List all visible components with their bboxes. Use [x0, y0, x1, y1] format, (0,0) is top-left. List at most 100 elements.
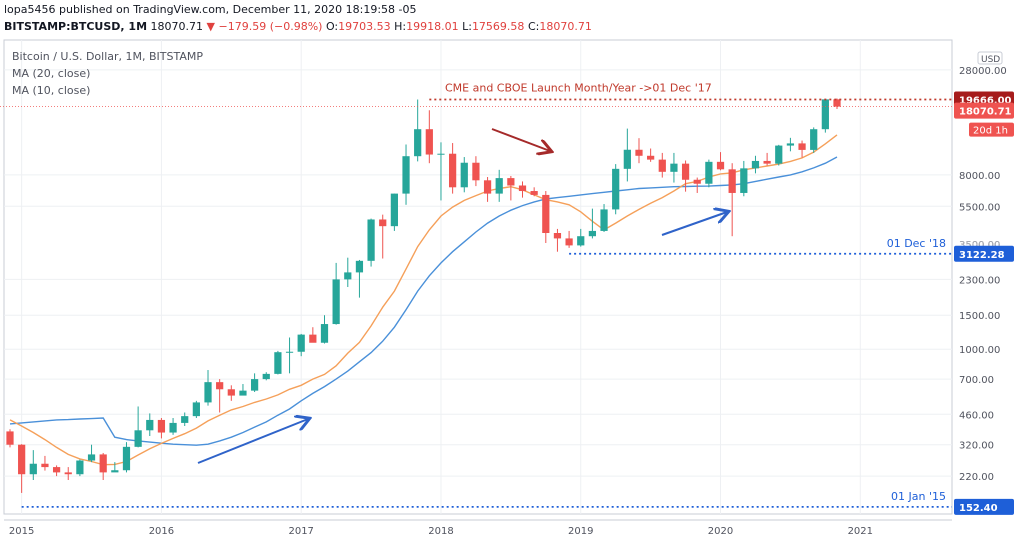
candle-body — [821, 99, 829, 130]
candle-body — [798, 143, 806, 150]
candle — [297, 333, 305, 357]
ma20-line — [9, 156, 838, 446]
price-tick-label: 220.00 — [959, 472, 994, 483]
candle — [612, 164, 620, 215]
candle — [414, 99, 422, 162]
close-label: C: — [527, 20, 540, 33]
open-value: 19703.53 — [338, 20, 391, 33]
candle — [821, 99, 829, 133]
jan15-annotation-text: 01 Jan '15 — [891, 490, 946, 503]
candle — [565, 230, 573, 248]
candle — [332, 262, 340, 325]
candle — [693, 177, 701, 193]
candle-body — [705, 161, 713, 184]
price-chart[interactable]: CME and CBOE Launch Month/Year ->01 Dec … — [0, 38, 1024, 550]
dec18-annotation-text: 01 Dec '18 — [887, 237, 946, 250]
candle-body — [134, 430, 142, 447]
price-tick-label: 3500.00 — [959, 240, 1000, 251]
plot-frame — [3, 39, 953, 515]
candle-body — [332, 279, 340, 325]
candle-body — [274, 352, 282, 374]
ma20-legend: MA (20, close) — [12, 67, 91, 80]
ma10-line — [9, 134, 838, 466]
candle — [122, 442, 131, 473]
candle — [530, 187, 538, 197]
price-tick-label: 44000.00 — [959, 38, 1007, 39]
candle-body — [367, 219, 375, 261]
candle-body — [716, 161, 725, 170]
candle — [76, 459, 84, 477]
candle — [728, 163, 736, 237]
candles — [6, 98, 841, 493]
jan15-level-badge-bg — [954, 498, 1014, 515]
candle-body — [18, 444, 26, 475]
candle — [52, 465, 61, 477]
candle-body — [495, 178, 503, 194]
candle — [402, 144, 410, 205]
candle-body — [262, 373, 270, 380]
candle — [670, 152, 678, 183]
candle — [111, 462, 119, 473]
candle — [658, 152, 666, 178]
candle — [495, 169, 503, 202]
candle-body — [122, 446, 131, 471]
year-tick-label: 2015 — [9, 526, 34, 537]
candle — [600, 204, 608, 232]
candle-body — [52, 467, 61, 473]
dec18-level-badge: 3122.28 — [959, 250, 1005, 261]
candle-body — [483, 180, 492, 194]
high-value: 19918.01 — [406, 20, 459, 33]
candle — [681, 160, 690, 192]
candle-body — [449, 153, 457, 188]
dec17-level-badge: 19666.00 — [959, 96, 1012, 107]
open-label: O: — [325, 20, 339, 33]
candle — [41, 455, 49, 471]
candle-body — [355, 260, 364, 273]
ma10-legend: MA (10, close) — [12, 84, 91, 97]
candle — [798, 140, 806, 158]
candle-body — [6, 431, 14, 445]
candle — [227, 385, 235, 401]
candle — [192, 400, 200, 419]
candle — [239, 384, 247, 396]
usd-box — [977, 51, 1003, 65]
candle-body — [775, 145, 783, 164]
last-price-badge-bg — [954, 102, 1014, 119]
candle-body — [612, 168, 620, 210]
candle-body — [344, 272, 352, 280]
bearish-arrow — [491, 128, 550, 151]
axes: 44000.00 28000.00 8000.00 5500.00 3500.00 230… — [4, 38, 1014, 537]
candle — [18, 444, 26, 493]
candle — [216, 379, 224, 413]
candle-body — [507, 178, 515, 186]
candle-body — [320, 324, 329, 343]
candle — [157, 418, 166, 439]
candle — [204, 370, 212, 406]
candle-body — [635, 149, 643, 156]
candle — [810, 127, 818, 153]
candle — [647, 148, 655, 162]
ma10-series-line — [9, 134, 838, 466]
candle — [775, 144, 783, 166]
candle — [262, 372, 270, 381]
candle-body — [810, 129, 818, 150]
candle-body — [693, 179, 701, 184]
candle-body — [751, 160, 760, 169]
candle-body — [577, 236, 585, 246]
candle — [507, 175, 515, 201]
candle-body — [169, 422, 177, 433]
candle-body — [29, 463, 37, 475]
candle — [786, 137, 795, 152]
candle — [285, 337, 294, 374]
candle-body — [111, 470, 119, 473]
low-label: L: — [462, 20, 472, 33]
candle — [309, 327, 317, 343]
candle — [833, 98, 841, 109]
candle — [635, 138, 643, 164]
candle-body — [670, 163, 678, 172]
candle — [390, 193, 398, 231]
candle-body — [181, 416, 189, 423]
price-tick-label: 320.00 — [959, 441, 994, 452]
symbol-name[interactable]: BITSTAMP:BTCUSD, 1M — [4, 20, 148, 33]
candle — [99, 452, 107, 481]
